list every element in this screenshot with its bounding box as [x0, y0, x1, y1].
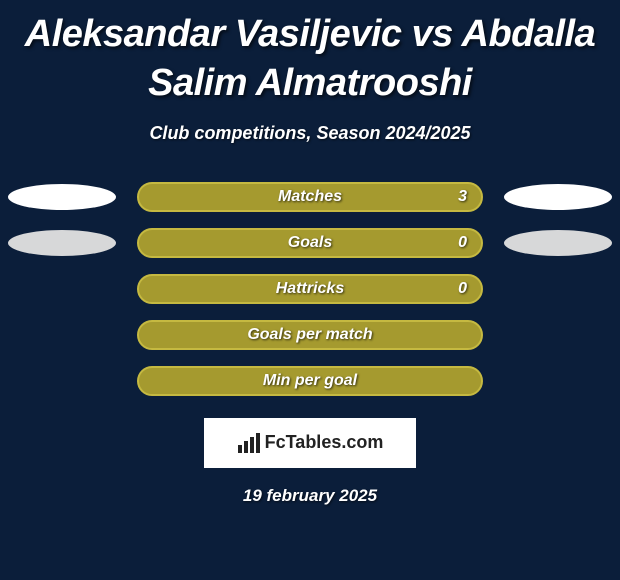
- stat-bar: Goals per match: [137, 320, 483, 350]
- bars-icon: [237, 433, 261, 453]
- comparison-container: Aleksandar Vasiljevic vs Abdalla Salim A…: [0, 0, 620, 506]
- stat-bar: Hattricks 0: [137, 274, 483, 304]
- right-oval: [504, 184, 612, 210]
- left-oval: [8, 230, 116, 256]
- stat-value: 0: [458, 280, 467, 298]
- stat-label: Goals per match: [247, 326, 372, 344]
- stat-bar: Matches 3: [137, 182, 483, 212]
- subtitle: Club competitions, Season 2024/2025: [0, 123, 620, 144]
- stat-row: Min per goal: [0, 366, 620, 396]
- logo-text: FcTables.com: [265, 432, 384, 453]
- page-title: Aleksandar Vasiljevic vs Abdalla Salim A…: [0, 10, 620, 109]
- stat-bar: Goals 0: [137, 228, 483, 258]
- stat-label: Matches: [278, 188, 342, 206]
- stat-value: 0: [458, 234, 467, 252]
- left-oval: [8, 184, 116, 210]
- stat-row: Matches 3: [0, 182, 620, 212]
- stat-label: Goals: [288, 234, 332, 252]
- stat-rows: Matches 3 Goals 0 Hattricks 0 Goals per match M…: [0, 182, 620, 396]
- stat-label: Hattricks: [276, 280, 344, 298]
- stat-label: Min per goal: [263, 372, 357, 390]
- stat-bar: Min per goal: [137, 366, 483, 396]
- right-oval: [504, 230, 612, 256]
- stat-row: Goals 0: [0, 228, 620, 258]
- logo-inner: FcTables.com: [237, 432, 384, 453]
- date-text: 19 february 2025: [0, 486, 620, 506]
- stat-row: Goals per match: [0, 320, 620, 350]
- logo-box: FcTables.com: [204, 418, 416, 468]
- stat-row: Hattricks 0: [0, 274, 620, 304]
- stat-value: 3: [458, 188, 467, 206]
